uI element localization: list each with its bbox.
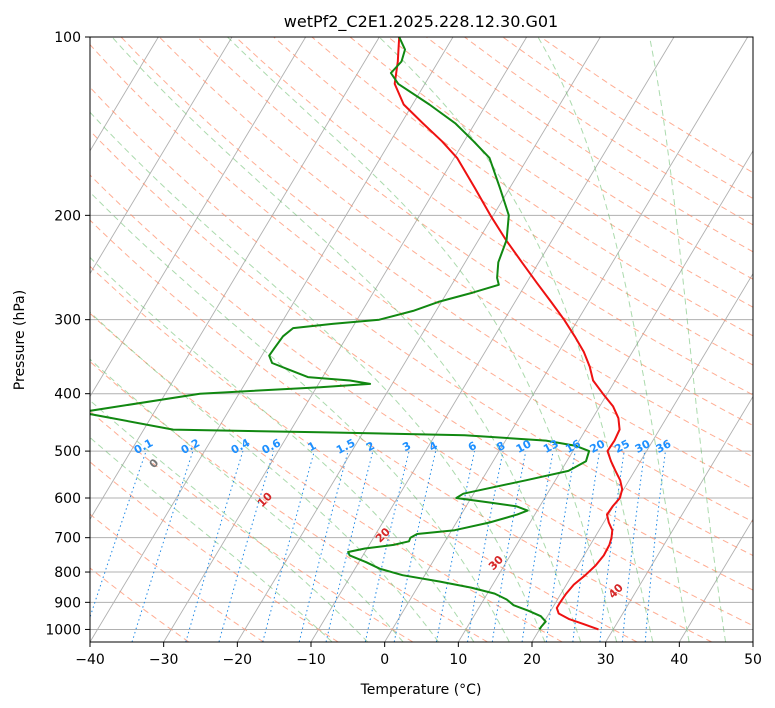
x-axis-label: Temperature (°C): [360, 682, 482, 698]
mixing-ratio-line: [521, 451, 554, 642]
x-tick-label: 10: [449, 652, 467, 668]
data-layer: [90, 37, 624, 631]
mixing-ratio-label: 25: [612, 437, 632, 456]
dry-adiabat-line: [90, 567, 190, 642]
isotherm-line: [163, 37, 528, 642]
mixing-ratio-label: 30: [633, 437, 653, 456]
moist-adiabat-line: [90, 358, 404, 642]
x-tick-label: 50: [744, 652, 762, 668]
isotherm-line: [90, 37, 233, 275]
mixing-ratio-line: [467, 450, 504, 642]
isotherm-line: [384, 37, 749, 642]
grid-layer: [90, 37, 753, 642]
moist-adiabat-line: [90, 256, 475, 642]
dry-adiabat-line: [90, 312, 563, 642]
moist-adiabat-line: [90, 436, 333, 642]
isotherm-line: [90, 37, 454, 642]
y-tick-label: 1000: [45, 622, 81, 638]
mixing-ratio-line: [545, 451, 576, 642]
y-tick-label: 700: [54, 531, 81, 547]
moist-adiabat-line: [90, 111, 546, 642]
dry-adiabat-line: [311, 37, 753, 337]
mixing-ratio-label: 20: [588, 437, 608, 456]
mixing-ratio-line: [90, 450, 147, 619]
x-tick-label: 40: [670, 652, 688, 668]
mixing-ratio-line: [218, 450, 275, 642]
mixing-ratio-line: [621, 451, 646, 642]
isotherm-line: [236, 37, 601, 642]
mixing-ratio-line: [435, 450, 475, 642]
moist-adiabat-line: [90, 399, 369, 642]
chart-title: wetPf2_C2E1.2025.228.12.30.G01: [284, 12, 558, 32]
moist-adiabat-line: [227, 37, 618, 642]
x-tick-label: −10: [296, 652, 326, 668]
isotherm-line: [678, 518, 753, 642]
mixing-ratio-label: 10: [514, 437, 534, 456]
moist-adiabat-line: [537, 37, 690, 642]
moist-adiabat-line: [649, 37, 727, 642]
dry-adiabat-line: [349, 37, 753, 308]
x-tick-label: −30: [149, 652, 179, 668]
dry-adiabat-line: [197, 37, 753, 427]
axis-layer: −40 −30 −20 −10 0 10 20 30 40 50 100 200 300 400 500 60…: [45, 30, 762, 668]
y-tick-label: 600: [54, 491, 81, 507]
moist-adiabat-line: [378, 37, 654, 642]
dry-adiabat-line: [90, 360, 488, 642]
x-tick-label: 0: [380, 652, 389, 668]
dry-adiabat-line: [158, 37, 753, 458]
moist-adiabat-line: [90, 311, 439, 642]
y-tick-label: 300: [54, 313, 81, 329]
dewpoint-profile-line: [90, 37, 591, 630]
x-tick-label: 30: [597, 652, 615, 668]
mixing-ratio-line: [185, 450, 244, 642]
y-tick-label: 900: [54, 595, 81, 611]
moist-adiabat-line: [111, 37, 582, 642]
mixing-ratio-line: [644, 451, 666, 642]
x-tick-label: −20: [223, 652, 253, 668]
y-tick-label: 800: [54, 565, 81, 581]
dry-adiabat-line: [90, 219, 712, 642]
isotherm-line: [90, 37, 380, 521]
x-tick-label: 20: [523, 652, 541, 668]
mixing-ratio-line: [599, 451, 625, 642]
y-tick-label: 100: [54, 30, 81, 46]
mixing-ratio-line: [572, 451, 600, 642]
temperature-profile-line: [393, 37, 624, 631]
dry-adiabat-line: [90, 174, 753, 627]
mixing-ratio-line: [131, 450, 194, 642]
isotherm-line: [90, 37, 159, 152]
mixing-ratio-line: [491, 451, 527, 642]
isotherm-line: [90, 37, 307, 398]
y-tick-label: 500: [54, 444, 81, 460]
mixing-ratio-label: 36: [654, 437, 674, 456]
mixing-ratio-label: 13: [541, 437, 561, 456]
y-axis-label: Pressure (hPa): [12, 290, 28, 390]
x-tick-label: −40: [75, 652, 105, 668]
isotherm-line: [531, 272, 753, 642]
plot-frame: [89, 36, 754, 643]
isotherm-line: [310, 37, 675, 642]
y-tick-label: 400: [54, 387, 81, 403]
dry-adiabat-line: [90, 265, 638, 642]
y-tick-label: 200: [54, 208, 81, 224]
mixing-ratio-label: 16: [563, 437, 583, 456]
isotherm-line: [605, 395, 753, 642]
dry-adiabat-line: [120, 37, 753, 490]
isotherm-line: [457, 150, 753, 642]
dry-adiabat-line: [90, 513, 264, 642]
